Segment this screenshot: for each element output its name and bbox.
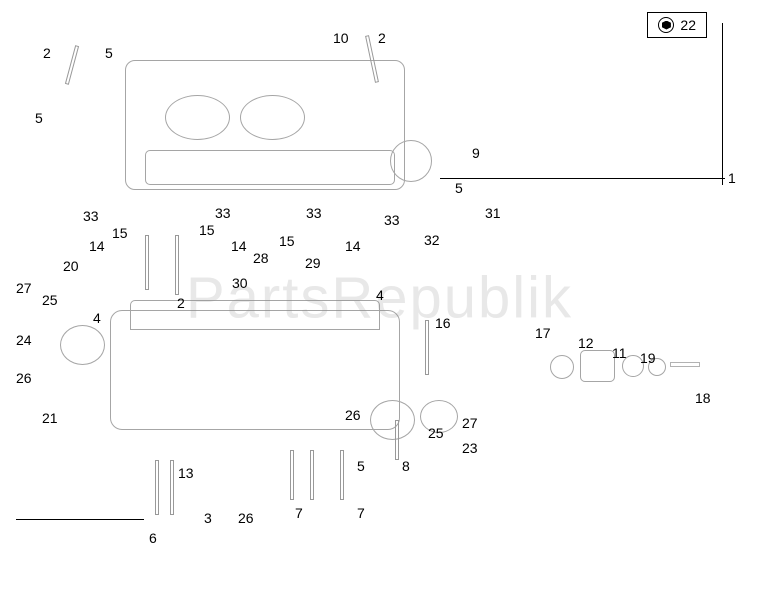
bolt — [395, 420, 399, 460]
callout-c20: 20 — [63, 258, 79, 274]
bolt — [310, 450, 314, 500]
callout-c33b: 33 — [215, 205, 231, 221]
legend-value: 22 — [680, 17, 696, 33]
legend-box: 22 — [647, 12, 707, 38]
callout-c5a: 5 — [105, 45, 113, 61]
callout-c14c: 14 — [345, 238, 361, 254]
callout-c13: 13 — [178, 465, 194, 481]
bolt — [290, 450, 294, 500]
callout-c26b: 26 — [345, 407, 361, 423]
callout-c12: 12 — [578, 335, 594, 351]
callout-c6: 6 — [149, 530, 157, 546]
callout-c14a: 14 — [89, 238, 105, 254]
torque-icon — [658, 17, 674, 33]
callout-c30: 30 — [232, 275, 248, 291]
callout-c5c: 5 — [455, 180, 463, 196]
callout-c33d: 33 — [384, 212, 400, 228]
frame-right — [722, 23, 723, 185]
callout-c18: 18 — [695, 390, 711, 406]
callout-c7a: 7 — [295, 505, 303, 521]
callout-c24: 24 — [16, 332, 32, 348]
callout-c25b: 25 — [428, 425, 444, 441]
callout-c27a: 27 — [16, 280, 32, 296]
callout-c15a: 15 — [112, 225, 128, 241]
upper-crankcase — [95, 60, 435, 210]
callout-c2b: 2 — [378, 30, 386, 46]
callout-c3: 3 — [204, 510, 212, 526]
callout-c15b: 15 — [199, 222, 215, 238]
callout-c28: 28 — [253, 250, 269, 266]
callout-c9: 9 — [472, 145, 480, 161]
callout-c33a: 33 — [83, 208, 99, 224]
callout-c10: 10 — [333, 30, 349, 46]
callout-c11: 11 — [612, 345, 627, 361]
callout-c17: 17 — [535, 325, 551, 341]
bolt — [155, 460, 159, 515]
callout-c25a: 25 — [42, 292, 58, 308]
callout-c29: 29 — [305, 255, 321, 271]
callout-c4b: 4 — [376, 287, 384, 303]
callout-c14b: 14 — [231, 238, 247, 254]
callout-c7b: 7 — [357, 505, 365, 521]
callout-c2a: 2 — [43, 45, 51, 61]
callout-c15c: 15 — [279, 233, 295, 249]
callout-c32: 32 — [424, 232, 440, 248]
callout-c33c: 33 — [306, 205, 322, 221]
callout-c16: 16 — [435, 315, 451, 331]
bolt — [425, 320, 429, 375]
bolt — [170, 460, 174, 515]
callout-c5b: 5 — [35, 110, 43, 126]
callout-c27b: 27 — [462, 415, 478, 431]
callout-c23: 23 — [462, 440, 478, 456]
diagram-container: 22 1222344555567789101112131 — [0, 0, 759, 595]
callout-c26c: 26 — [238, 510, 254, 526]
stud-bolt — [145, 235, 149, 290]
lower-crankcase — [90, 300, 420, 450]
callout-c19: 19 — [640, 350, 656, 366]
frame-bottom — [16, 519, 144, 520]
callout-c1: 1 — [728, 170, 736, 186]
bolt — [340, 450, 344, 500]
callout-c2c: 2 — [177, 295, 185, 311]
callout-c31: 31 — [485, 205, 501, 221]
stud-bolt — [65, 45, 79, 85]
callout-c26a: 26 — [16, 370, 32, 386]
callout-c4a: 4 — [93, 310, 101, 326]
stud-bolt — [175, 235, 179, 295]
callout-c5d: 5 — [357, 458, 365, 474]
leader-line — [440, 178, 725, 179]
callout-c8: 8 — [402, 458, 410, 474]
callout-c21: 21 — [42, 410, 58, 426]
